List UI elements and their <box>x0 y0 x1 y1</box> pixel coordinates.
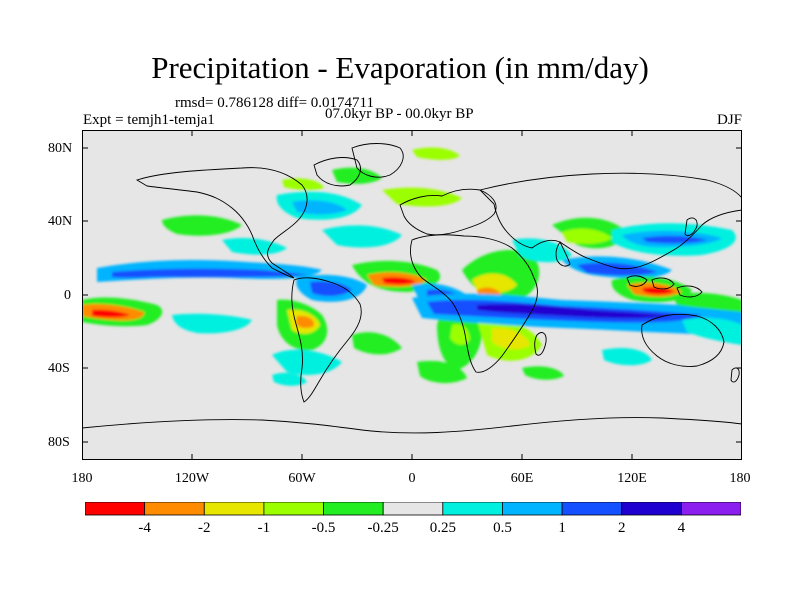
colorbar-label: 0.25 <box>429 520 456 536</box>
lon-label-180w: 180 <box>71 471 93 486</box>
colorbar-swatch <box>680 502 741 516</box>
lat-label-40n: 40N <box>48 214 73 229</box>
lon-label-120w: 120W <box>174 471 210 486</box>
colorbar-swatch <box>263 502 324 516</box>
coastlines <box>82 143 742 434</box>
colorbar-swatch <box>203 502 265 516</box>
lon-label-0: 0 <box>408 471 416 486</box>
field-contours <box>82 147 742 386</box>
colorbar-label: -0.5 <box>311 520 336 536</box>
experiment-label: Expt = temjh1-temja1 <box>83 112 215 128</box>
colorbar-swatch <box>502 502 563 516</box>
colorbar-swatch <box>561 502 623 516</box>
precipitation-map <box>82 130 742 460</box>
colorbar-label: -0.25 <box>367 520 399 536</box>
stats-text: rmsd= 0.786128 diff= 0.0174711 <box>175 95 374 111</box>
colorbar-swatch <box>85 502 146 516</box>
colorbar-swatch <box>442 502 503 516</box>
colorbar-label: 4 <box>677 520 686 536</box>
colorbar-label: -1 <box>257 520 271 536</box>
colorbar-swatch <box>621 502 682 516</box>
colorbar-swatch <box>144 502 205 516</box>
lon-label-180e: 180 <box>729 471 751 486</box>
colorbar-swatch <box>382 502 444 516</box>
lat-label-80n: 80N <box>48 141 73 156</box>
period-label: 07.0kyr BP - 00.0kyr BP <box>325 106 474 122</box>
season-label: DJF <box>716 112 742 128</box>
colorbar-swatch <box>323 502 384 516</box>
lat-label-80s: 80S <box>48 435 70 450</box>
colorbar-label: 2 <box>617 520 626 536</box>
lon-label-60w: 60W <box>288 471 316 486</box>
colorbar-label: 0.5 <box>493 520 512 536</box>
map-title: Precipitation - Evaporation (in mm/day) <box>151 50 649 85</box>
colorbar-label: -2 <box>198 520 211 536</box>
lon-label-120e: 120E <box>617 471 647 486</box>
lat-label-40s: 40S <box>48 361 70 376</box>
colorbar-label: 1 <box>558 520 566 536</box>
map-ticks <box>82 130 742 460</box>
lon-label-60e: 60E <box>510 471 534 486</box>
colorbar-label: -4 <box>138 520 151 536</box>
colorbar <box>85 502 741 516</box>
lat-label-0: 0 <box>64 288 71 303</box>
